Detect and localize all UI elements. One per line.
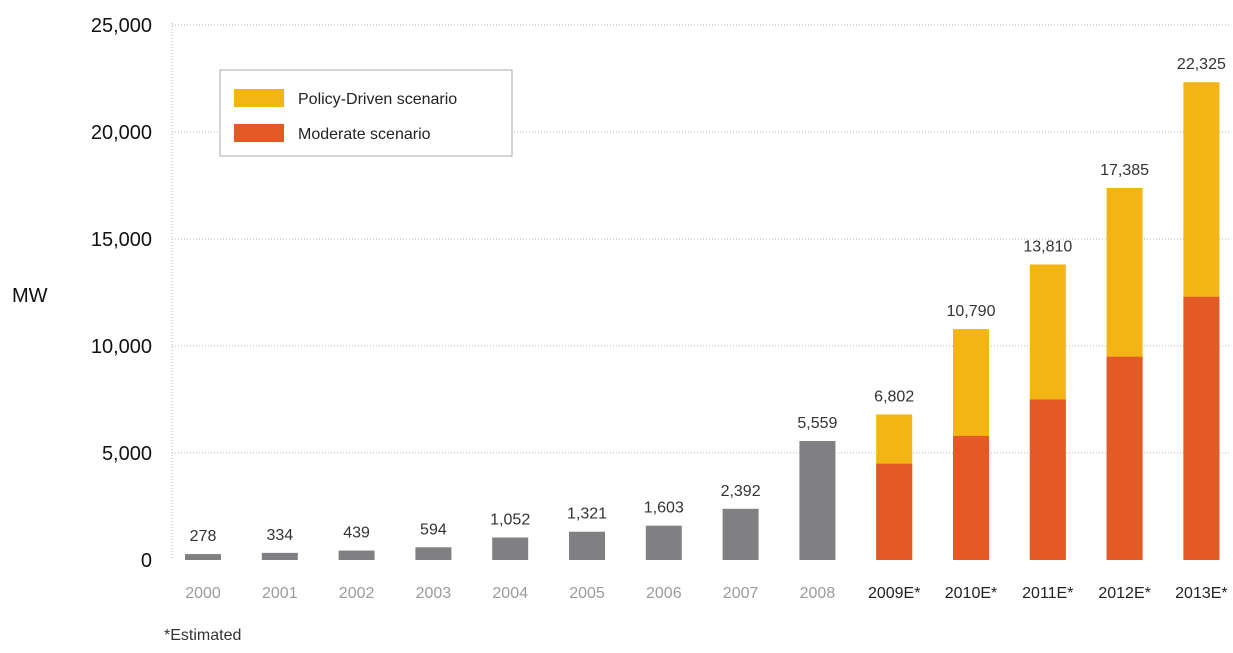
data-labels: 278 334 439 594 1,052 1,321 1,603 2,392 5,559 6,8…	[190, 56, 1226, 545]
data-label: 13,810	[1023, 238, 1072, 255]
bar-historical	[645, 525, 682, 560]
bar-historical	[261, 552, 298, 560]
data-label: 439	[343, 525, 370, 542]
data-label: 594	[420, 521, 447, 538]
bar-moderate	[953, 435, 989, 560]
x-axis-ticks: 2000 2001 2002 2003 2004 2005 2006 2007 2008 2009…	[185, 585, 1227, 602]
data-label: 1,052	[490, 511, 530, 528]
legend-label-policy: Policy-Driven scenario	[298, 91, 457, 108]
legend-box	[219, 69, 513, 157]
bar-moderate	[876, 463, 913, 560]
data-label: 5,559	[797, 415, 837, 432]
y-tick-label: 25,000	[91, 15, 152, 37]
data-label: 2,392	[721, 483, 761, 500]
y-tick-label: 20,000	[91, 122, 152, 144]
y-tick-label: 10,000	[91, 336, 152, 358]
x-tick-label: 2001	[262, 585, 298, 602]
data-label: 334	[266, 527, 293, 544]
y-tick-label: 15,000	[91, 229, 152, 251]
bar-moderate	[1029, 399, 1066, 560]
x-tick-label: 2010E*	[945, 585, 998, 602]
x-tick-label: 2004	[492, 585, 528, 602]
bar-historical	[185, 554, 221, 560]
y-tick-label: 0	[141, 550, 152, 572]
legend-swatch-moderate	[234, 124, 284, 142]
y-tick-label: 5,000	[102, 443, 152, 465]
x-tick-label: 2003	[416, 585, 452, 602]
data-label: 10,790	[947, 303, 996, 320]
x-tick-label: 2006	[646, 585, 682, 602]
bars	[185, 82, 1220, 561]
legend-swatch-policy	[234, 89, 284, 107]
bar-historical	[492, 537, 529, 560]
bar-historical	[569, 531, 605, 560]
x-tick-label: 2005	[569, 585, 605, 602]
data-label: 6,802	[874, 388, 914, 405]
x-tick-label: 2013E*	[1175, 585, 1228, 602]
bar-historical	[722, 508, 759, 560]
x-tick-label: 2002	[339, 585, 375, 602]
grid-lines	[171, 23, 1230, 560]
bar-historical	[338, 550, 375, 560]
bar-historical	[799, 441, 836, 560]
footnote: *Estimated	[164, 627, 241, 644]
x-tick-label: 2011E*	[1022, 585, 1073, 602]
data-label: 22,325	[1177, 56, 1226, 73]
x-tick-label: 2012E*	[1098, 585, 1151, 602]
y-axis-ticks: 0 5,000 10,000 15,000 20,000 25,000	[91, 15, 152, 572]
data-label: 17,385	[1100, 162, 1149, 179]
bar-moderate	[1106, 356, 1143, 560]
y-axis-label: MW	[12, 285, 48, 307]
data-label: 1,321	[567, 506, 607, 523]
data-label: 1,603	[644, 500, 684, 517]
x-tick-label: 2008	[800, 585, 836, 602]
legend-label-moderate: Moderate scenario	[298, 126, 431, 143]
x-tick-label: 2009E*	[868, 585, 921, 602]
bar-moderate	[1183, 296, 1220, 560]
legend: Policy-Driven scenario Moderate scenario	[219, 69, 513, 157]
x-tick-label: 2000	[185, 585, 221, 602]
data-label: 278	[190, 528, 217, 545]
bar-historical	[415, 547, 452, 560]
x-tick-label: 2007	[723, 585, 759, 602]
